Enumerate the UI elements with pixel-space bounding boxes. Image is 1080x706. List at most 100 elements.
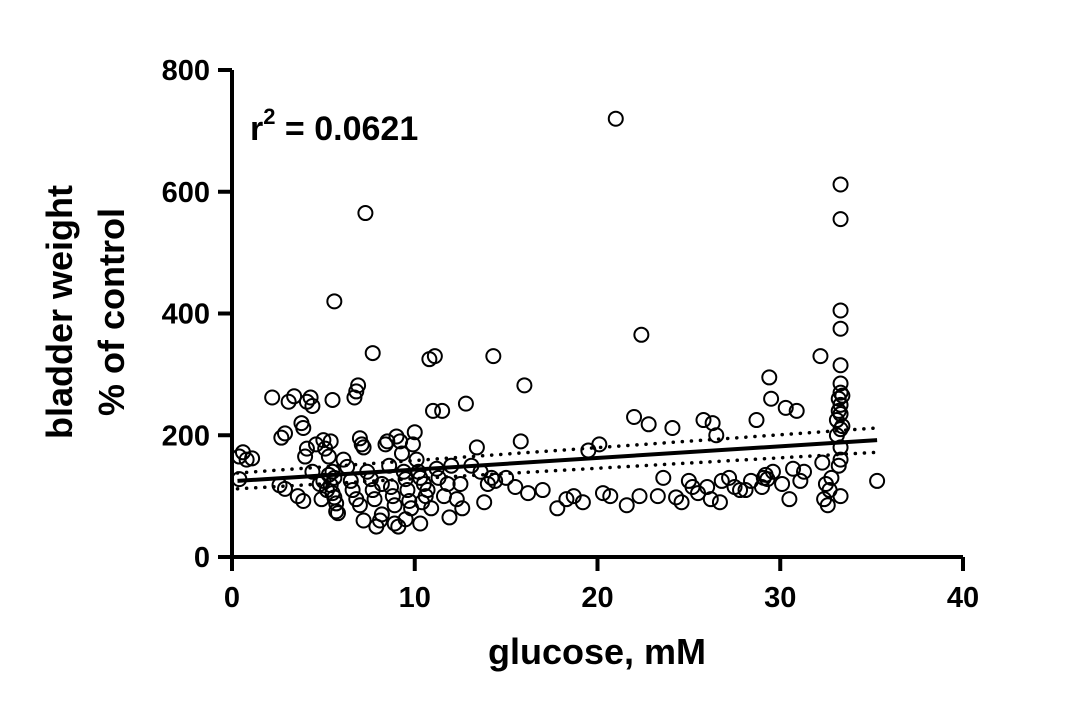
data-point bbox=[832, 421, 849, 438]
data-point bbox=[487, 472, 504, 489]
data-point bbox=[426, 348, 443, 365]
data-point bbox=[384, 488, 401, 505]
x-axis-title: glucose, mM bbox=[488, 631, 706, 672]
data-point bbox=[264, 389, 281, 406]
data-point bbox=[764, 463, 781, 480]
data-point bbox=[351, 497, 368, 514]
data-point bbox=[869, 472, 886, 489]
data-point bbox=[457, 395, 474, 412]
data-point bbox=[649, 488, 666, 505]
data-point bbox=[832, 176, 849, 193]
data-point bbox=[404, 436, 421, 453]
y-tick-label: 400 bbox=[162, 299, 210, 331]
data-point bbox=[393, 445, 410, 462]
y-axis-title-line1: bladder weight bbox=[39, 185, 80, 439]
data-point bbox=[823, 469, 840, 486]
x-tick-label: 30 bbox=[764, 582, 796, 614]
y-tick-label: 800 bbox=[162, 55, 210, 87]
x-tick-label: 0 bbox=[224, 582, 240, 614]
data-point bbox=[355, 512, 372, 529]
data-point bbox=[382, 478, 399, 495]
x-tick-label: 10 bbox=[399, 582, 431, 614]
regression-line bbox=[237, 438, 878, 483]
data-point bbox=[448, 491, 465, 508]
data-point bbox=[468, 439, 485, 456]
data-point bbox=[364, 345, 381, 362]
data-point bbox=[832, 439, 849, 456]
data-point bbox=[441, 509, 458, 526]
data-point bbox=[507, 478, 524, 495]
x-tick-label: 20 bbox=[581, 582, 613, 614]
data-point bbox=[520, 485, 537, 502]
data-point bbox=[832, 375, 849, 392]
data-point bbox=[425, 402, 442, 419]
data-point bbox=[602, 488, 619, 505]
data-point bbox=[819, 497, 836, 514]
data-point bbox=[832, 396, 849, 413]
data-point bbox=[298, 440, 315, 457]
data-point bbox=[594, 485, 611, 502]
data-point bbox=[452, 475, 469, 492]
data-point bbox=[326, 293, 343, 310]
data-point bbox=[832, 384, 849, 401]
data-point bbox=[408, 451, 425, 468]
y-axis-title-line2: % of control bbox=[91, 208, 132, 416]
data-point bbox=[379, 433, 396, 450]
data-point bbox=[626, 408, 643, 425]
data-point bbox=[355, 439, 372, 456]
data-point bbox=[673, 494, 690, 511]
data-point bbox=[832, 488, 849, 505]
data-point bbox=[399, 482, 416, 499]
r-squared-annotation: r2 = 0.0621 bbox=[250, 104, 418, 148]
data-point bbox=[295, 492, 312, 509]
data-point bbox=[618, 497, 635, 514]
confidence-band-lower bbox=[235, 450, 879, 491]
data-point bbox=[322, 433, 339, 450]
data-point bbox=[713, 472, 730, 489]
data-point bbox=[388, 428, 405, 445]
confidence-band bbox=[235, 426, 879, 491]
data-point bbox=[289, 488, 306, 505]
data-point bbox=[781, 491, 798, 508]
data-point bbox=[834, 418, 851, 435]
data-point bbox=[777, 399, 794, 416]
data-point bbox=[633, 326, 650, 343]
data-point bbox=[832, 320, 849, 337]
data-point bbox=[832, 405, 849, 422]
data-point bbox=[373, 506, 390, 523]
data-point bbox=[366, 491, 383, 508]
data-point bbox=[702, 491, 719, 508]
data-point bbox=[711, 494, 728, 511]
data-point bbox=[558, 491, 575, 508]
data-point bbox=[406, 424, 423, 441]
y-tick-label: 0 bbox=[194, 542, 210, 574]
data-point bbox=[439, 475, 456, 492]
data-point bbox=[329, 505, 346, 522]
data-point bbox=[401, 492, 418, 509]
data-point bbox=[350, 377, 367, 394]
data-point bbox=[812, 348, 829, 365]
data-point bbox=[549, 500, 566, 517]
data-point bbox=[273, 429, 290, 446]
data-point bbox=[320, 448, 337, 465]
data-point bbox=[244, 450, 261, 467]
data-point bbox=[640, 416, 657, 433]
data-point bbox=[695, 412, 712, 429]
data-point bbox=[315, 432, 332, 449]
data-point bbox=[534, 482, 551, 499]
data-point bbox=[386, 515, 403, 532]
data-point bbox=[304, 398, 321, 415]
data-point bbox=[498, 469, 515, 486]
data-point bbox=[454, 500, 471, 517]
data-point bbox=[788, 402, 805, 419]
data-point bbox=[814, 454, 831, 471]
axes: 0 200 400 600 800 0 10 20 30 40 bbox=[162, 55, 980, 614]
data-point bbox=[512, 433, 529, 450]
data-point bbox=[434, 402, 451, 419]
data-point bbox=[832, 451, 849, 468]
data-point bbox=[295, 419, 312, 436]
data-point bbox=[748, 412, 765, 429]
data-point bbox=[631, 488, 648, 505]
data-point bbox=[774, 475, 791, 492]
